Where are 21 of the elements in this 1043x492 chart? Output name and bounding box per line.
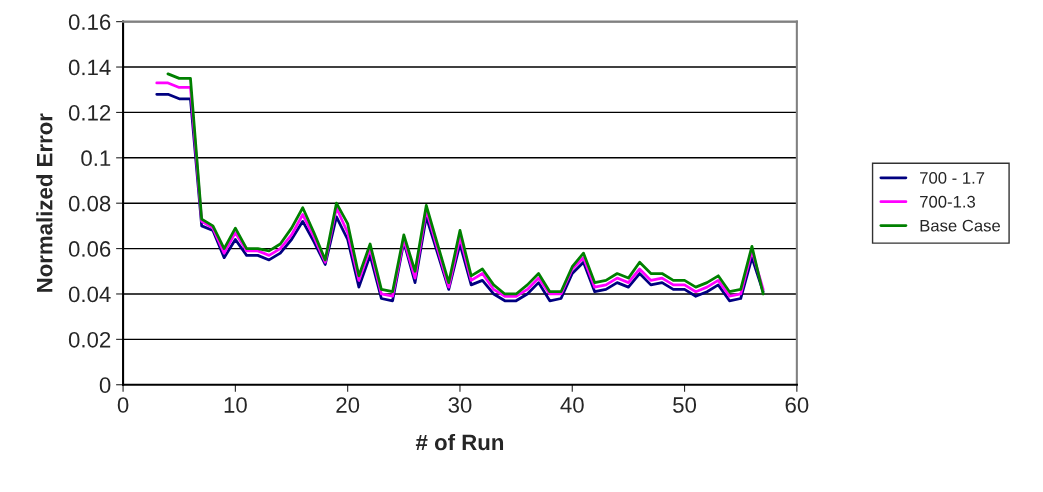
y-tick-label: 0.16: [68, 14, 111, 30]
y-tick-label: 0.02: [68, 331, 111, 348]
legend-label: Base Case: [920, 219, 1001, 232]
x-axis-title: # of Run: [415, 433, 504, 451]
y-tick-label: 0: [99, 377, 111, 394]
x-tick-label: 10: [224, 397, 247, 413]
x-tick-label: 20: [336, 397, 360, 413]
legend-label: 700-1.3: [920, 195, 976, 208]
x-tick-label: 0: [117, 397, 129, 413]
y-tick-label: 0.14: [68, 59, 111, 76]
y-tick-label: 0.04: [68, 286, 111, 303]
y-tick-label: 0.08: [68, 195, 111, 212]
x-tick-label: 30: [448, 397, 472, 413]
legend-label: 700 - 1.7: [920, 172, 985, 184]
x-tick-label: 50: [673, 397, 697, 413]
x-tick-label: 60: [785, 397, 809, 413]
y-tick-label: 0.12: [68, 104, 111, 121]
y-tick-label: 0.1: [81, 150, 111, 167]
y-axis-title: Normalized Error: [36, 113, 53, 292]
x-tick-label: 40: [560, 397, 584, 413]
y-tick-label: 0.06: [68, 241, 111, 257]
